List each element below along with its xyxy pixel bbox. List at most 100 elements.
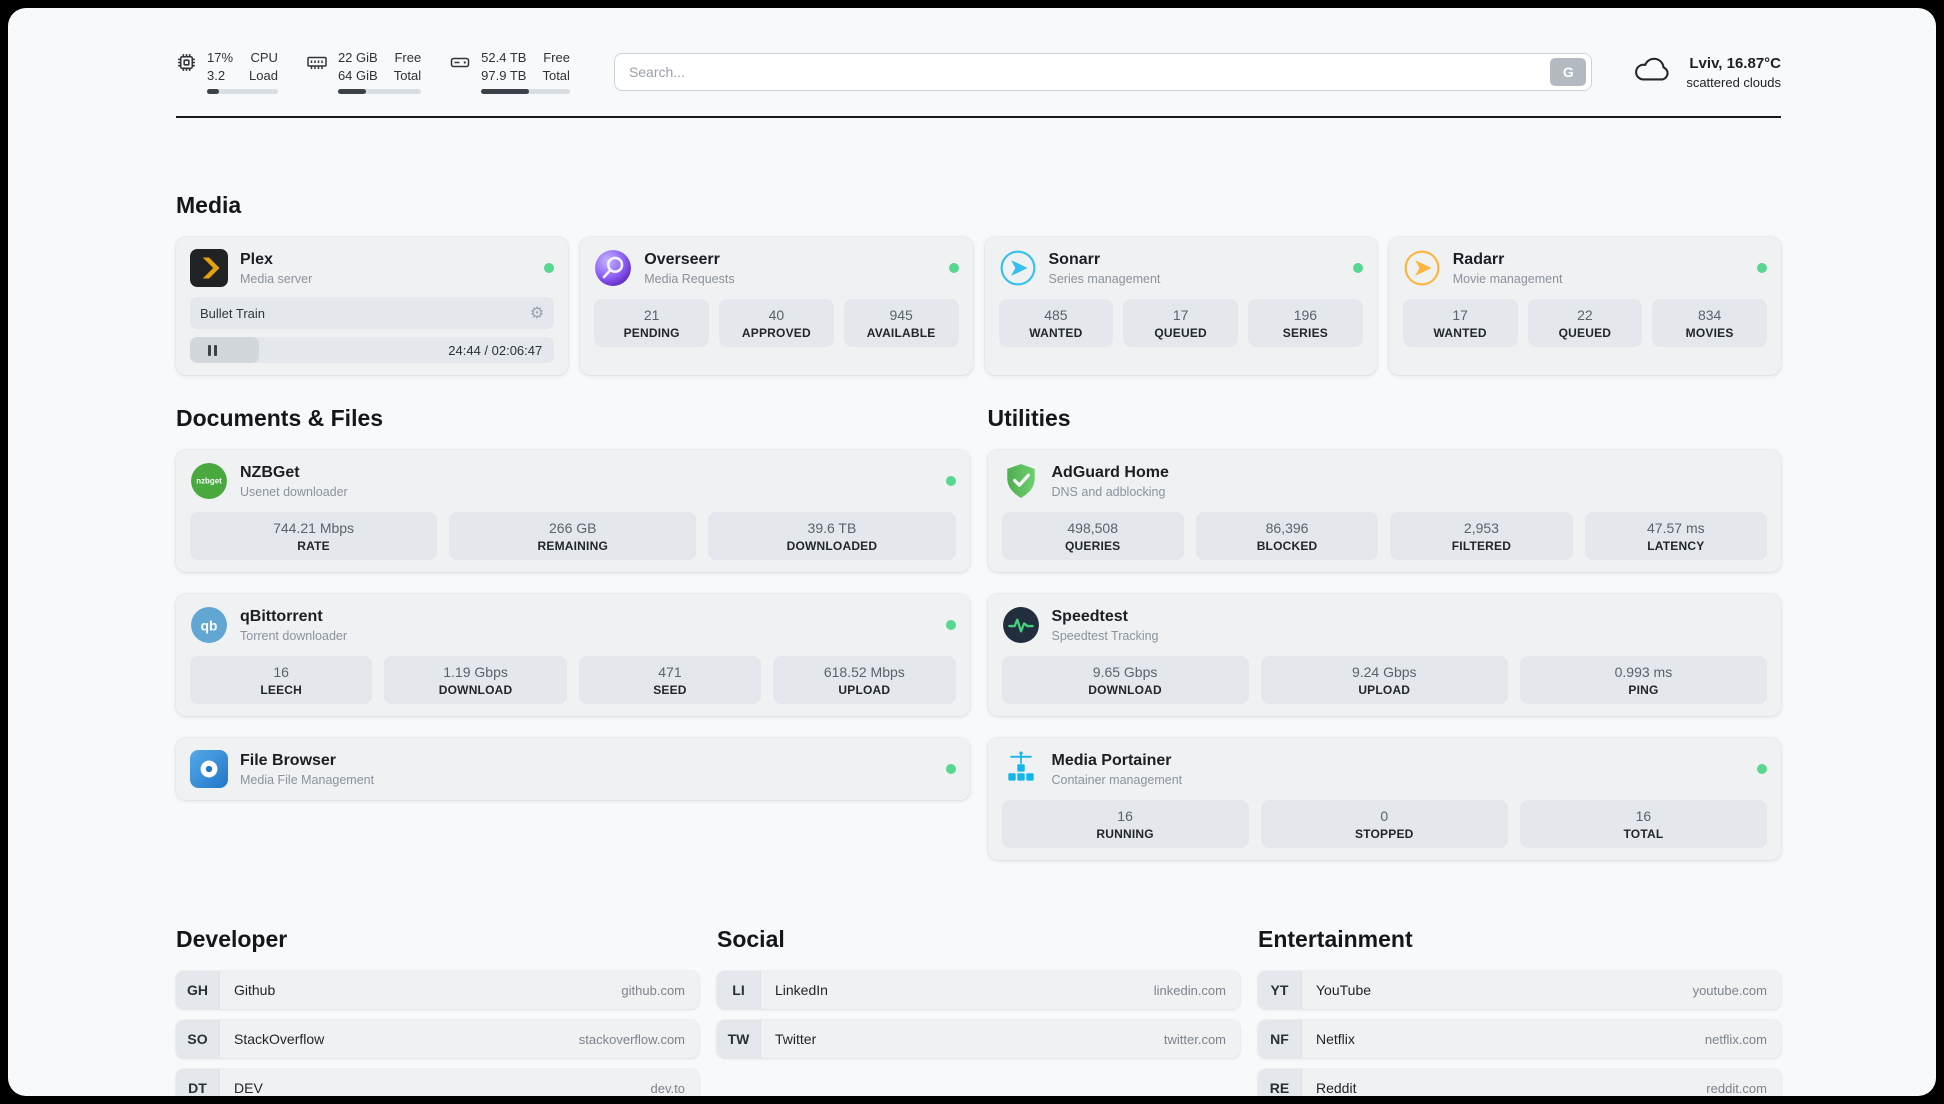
cpu-load-label: Load [249,68,278,83]
stackoverflow-icon: SO [176,1020,220,1058]
sonarr-subtitle: Series management [1048,271,1161,286]
adguard-subtitle: DNS and adblocking [1051,484,1166,499]
section-title-developer: Developer [176,926,288,952]
stat-label: RATE [297,539,330,553]
ram-monitor: 22 GiB 64 GiB Free Total [306,50,422,94]
adguard-icon[interactable] [1002,462,1040,500]
qbittorrent-icon[interactable]: qb [190,606,228,644]
stat-tile: 21 PENDING [594,299,709,347]
portainer-icon[interactable] [1002,750,1040,788]
stat-label: SERIES [1282,326,1328,340]
seek-bar[interactable]: 24:44 / 02:06:47 [190,337,555,363]
search-input[interactable] [628,64,1551,80]
bookmark-url: netflix.com [1704,1031,1767,1047]
disk-monitor: 52.4 TB 97.9 TB Free Total [449,50,570,94]
ram-free-label: Free [394,50,422,65]
search-engine-button[interactable]: G [1550,58,1587,86]
adguard-card: AdGuard Home DNS and adblocking 498,508 … [987,450,1781,572]
bookmark-youtube[interactable]: YT YouTube youtube.com [1258,971,1781,1009]
radarr-icon[interactable] [1403,249,1441,287]
speedtest-card: Speedtest Speedtest Tracking 9.65 Gbps D… [987,594,1781,716]
overseerr-icon[interactable] [594,249,632,287]
nzbget-status-dot [945,476,956,486]
filebrowser-status-dot [945,764,956,774]
stat-value: 266 GB [549,520,597,536]
sonarr-icon[interactable] [999,249,1037,287]
filebrowser-subtitle: Media File Management [240,772,375,787]
stat-value: 2,953 [1463,520,1499,536]
plex-card: Plex Media server Bullet Train ⚙ 24:44 /… [176,237,569,375]
bookmark-name: Netflix [1316,1031,1355,1047]
stat-label: MOVIES [1685,326,1734,340]
bookmark-dev[interactable]: DT DEV dev.to [176,1069,699,1096]
radarr-name: Radarr [1452,250,1505,268]
stat-tile: 9.65 Gbps DOWNLOAD [1001,656,1249,704]
ram-total-label: Total [393,68,422,83]
disk-total-label: Total [542,68,570,83]
qbittorrent-status-dot [945,620,956,630]
ram-icon [306,52,328,77]
stat-label: LATENCY [1647,539,1705,553]
netflix-icon: NF [1258,1020,1302,1058]
stat-tile: 39.6 TB DOWNLOADED [708,512,956,560]
bookmark-netflix[interactable]: NF Netflix netflix.com [1258,1020,1781,1058]
portainer-status-dot [1757,764,1767,774]
stat-label: QUERIES [1064,539,1121,553]
cpu-progress-fill [207,89,220,94]
stat-tile: 744.21 Mbps RATE [190,512,438,560]
bookmark-linkedin[interactable]: LI LinkedIn linkedin.com [717,971,1240,1009]
cpu-percent: 17% [207,50,234,65]
filebrowser-icon[interactable] [190,750,228,788]
stat-value: 618.52 Mbps [823,664,905,680]
pause-button[interactable] [190,337,234,363]
bookmark-twitter[interactable]: TW Twitter twitter.com [717,1020,1240,1058]
bookmark-url: twitter.com [1163,1031,1226,1047]
bookmark-stackoverflow[interactable]: SO StackOverflow stackoverflow.com [176,1020,699,1058]
stat-value: 16 [273,664,289,680]
stat-value: 485 [1044,307,1068,323]
qbittorrent-card: qb qBittorrent Torrent downloader 16 LEE… [176,594,970,716]
linkedin-icon: LI [717,971,761,1009]
stat-tile: 266 GB REMAINING [449,512,697,560]
bookmark-url: github.com [621,982,685,998]
nzbget-name: NZBGet [240,463,300,481]
nzbget-subtitle: Usenet downloader [240,484,348,499]
ram-free-value: 22 GiB [337,50,378,65]
nzbget-icon[interactable]: nzbget [190,462,228,500]
svg-text:qb: qb [201,618,218,633]
entertainment-section: Entertainment YT YouTube youtube.com NF … [1258,926,1781,1096]
developer-section: Developer GH Github github.com SO StackO… [176,926,699,1096]
section-title-social: Social [717,926,785,952]
seek-fill [190,337,260,363]
disk-free-value: 52.4 TB [481,50,527,65]
bookmark-name: Reddit [1316,1080,1357,1096]
bookmark-github[interactable]: GH Github github.com [176,971,699,1009]
stat-value: 16 [1635,808,1652,824]
stat-value: 1.19 Gbps [443,664,508,680]
gear-icon[interactable]: ⚙ [529,305,545,322]
stat-value: 16 [1117,808,1133,824]
social-section: Social LI LinkedIn linkedin.com TW Twitt… [717,926,1240,1096]
weather-widget: Lviv, 16.87°C scattered clouds [1632,55,1781,90]
portainer-card: Media Portainer Container management 16 … [987,738,1781,860]
stat-tile: 0.993 ms PING [1519,656,1768,704]
sonarr-name: Sonarr [1048,250,1101,268]
radarr-subtitle: Movie management [1452,271,1563,286]
stat-tile: 485 WANTED [998,299,1114,347]
top-bar: 17% 3.2 CPU Load [176,8,1781,94]
speedtest-icon[interactable] [1002,606,1040,644]
stat-value: 744.21 Mbps [273,520,355,536]
stat-value: 39.6 TB [807,520,857,536]
bookmark-reddit[interactable]: RE Reddit reddit.com [1258,1069,1781,1096]
stat-tile: 47.57 ms LATENCY [1584,512,1767,560]
nzbget-card: nzbget NZBGet Usenet downloader 744.21 M… [176,450,970,572]
stat-tile: 17 WANTED [1402,299,1518,347]
bookmark-url: linkedin.com [1153,982,1226,998]
stat-label: UPLOAD [1358,683,1411,697]
stat-label: DOWNLOAD [438,683,513,697]
stat-label: REMAINING [537,539,608,553]
stat-tile: 16 LEECH [190,656,373,704]
stat-tile: 471 SEED [578,656,762,704]
media-section: Media Plex Media server Bullet Train ⚙ [176,192,1781,375]
plex-icon[interactable] [190,249,228,287]
